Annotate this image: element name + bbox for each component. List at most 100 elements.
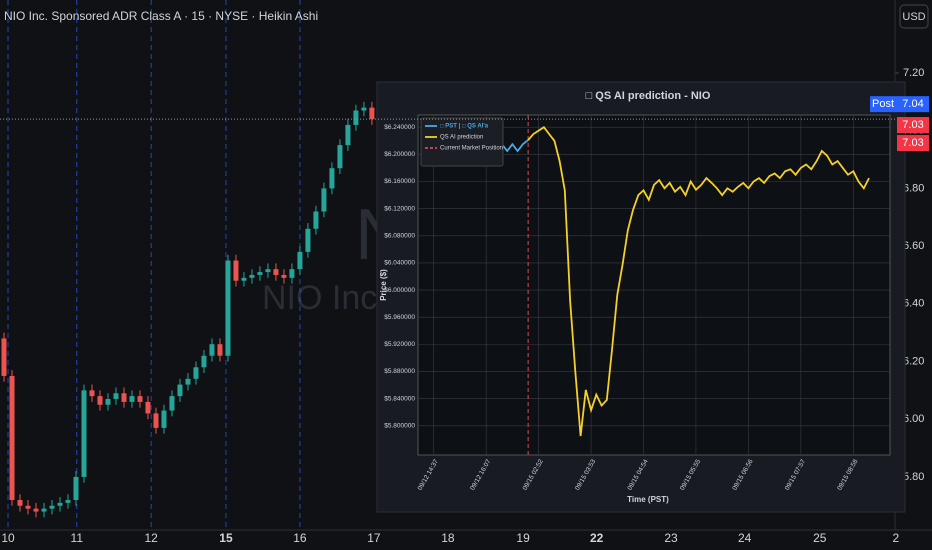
candle-body: [201, 355, 207, 368]
y-tick-label: $6.080000: [384, 233, 415, 240]
y-tick-label: $6.000000: [384, 287, 415, 294]
candle-body: [353, 110, 359, 125]
candle-body: [105, 399, 111, 405]
candle-body: [73, 476, 79, 500]
tag-name: Post: [872, 98, 894, 110]
x-axis-label: Time (PST): [627, 495, 669, 504]
legend-label: □ PST | □ QS AI'a: [440, 124, 489, 130]
candle-body: [161, 410, 167, 428]
candle-body: [121, 393, 127, 402]
x-tick-label: 11: [71, 531, 84, 545]
y-tick-label: 7.20: [903, 67, 924, 79]
candle-body: [233, 260, 239, 281]
y-tick-label: 6.60: [903, 240, 924, 252]
candle-body: [177, 384, 183, 397]
candle-body: [241, 277, 247, 281]
tag-label: 7.04: [902, 98, 923, 110]
candle-body: [81, 390, 87, 477]
y-tick-label: 5.80: [903, 471, 924, 483]
y-tick-label: 6.80: [903, 182, 924, 194]
candle-body: [153, 413, 159, 428]
candle-body: [137, 396, 143, 402]
candle-body: [9, 375, 15, 500]
candle-body: [17, 499, 23, 506]
x-tick-label: 19: [516, 531, 530, 545]
x-tick-label: 23: [664, 531, 678, 545]
inset-title: □ QS AI prediction - NIO: [586, 90, 711, 102]
candle-body: [25, 505, 31, 509]
x-tick-label: 16: [293, 531, 307, 545]
inset-plot: [417, 114, 891, 456]
candle-body: [345, 124, 351, 146]
candle-body: [289, 269, 295, 278]
candle-body: [265, 269, 271, 273]
candle-body: [217, 344, 223, 356]
y-tick-label: $6.040000: [384, 260, 415, 267]
y-tick-label: $5.800000: [384, 423, 415, 430]
series-line: [527, 125, 870, 437]
candle-body: [145, 401, 151, 414]
series-line: [501, 139, 529, 153]
candle-body: [41, 508, 47, 512]
candle-body: [57, 502, 63, 506]
candle-body: [321, 188, 327, 212]
candle-body: [361, 107, 367, 111]
x-tick-label: 24: [738, 531, 752, 545]
currency[interactable]: USD: [902, 11, 925, 23]
candle-body: [65, 499, 71, 503]
legend-label: QS AI prediction: [440, 135, 483, 141]
x-tick-label: 22: [590, 531, 604, 545]
chart-title: NIO Inc. Sponsored ADR Class A · 15 · NY…: [4, 9, 318, 23]
candle-body: [369, 107, 375, 120]
y-tick-label: $5.880000: [384, 368, 415, 375]
candle-body: [1, 338, 7, 376]
y-tick-label: 6.00: [903, 413, 924, 425]
y-tick-label: 6.40: [903, 298, 924, 310]
y-tick-label: 6.20: [903, 355, 924, 367]
candle-body: [97, 396, 103, 405]
candle-body: [273, 269, 279, 275]
x-tick-label: 15: [219, 531, 233, 545]
y-tick-label: $5.920000: [384, 341, 415, 348]
candle-body: [281, 274, 287, 278]
x-tick-label: 18: [441, 531, 455, 545]
tag-name-box: [870, 96, 897, 113]
x-tick-label: 25: [813, 531, 827, 545]
candle-body: [129, 396, 135, 402]
inset-chart: $5.800000 $5.840000 $5.880000 $5.920000 $5.9…: [384, 115, 890, 492]
y-tick-label: $6.160000: [384, 178, 415, 185]
candle-body: [257, 272, 263, 275]
y-tick-label: $6.120000: [384, 205, 415, 212]
currency-button[interactable]: [899, 4, 929, 29]
y-axis-label: Price ($): [379, 269, 388, 301]
candle-body: [249, 274, 255, 278]
legend-box: [420, 117, 504, 167]
candle-body: [337, 145, 343, 169]
tag-box: [897, 117, 929, 134]
y-tick-label: $5.960000: [384, 314, 415, 321]
x-tick-label: 12: [144, 531, 158, 545]
candle-body: [193, 367, 199, 379]
y-tick-label: $5.840000: [384, 395, 415, 402]
tag-box: [897, 96, 929, 113]
candle-body: [209, 344, 215, 356]
candle-body: [329, 168, 335, 189]
price-tags: Post 7.04 7.03 7.03: [0, 96, 929, 152]
tag-label: 7.03: [902, 119, 923, 131]
candle-body: [89, 390, 95, 397]
x-tick-label: 10: [1, 531, 15, 545]
x-tick-label: 2: [892, 531, 899, 545]
candle-body: [169, 396, 175, 411]
candle-body: [113, 393, 119, 400]
tag-box: [897, 135, 929, 152]
x-tick-label: 17: [367, 531, 381, 545]
candle-body: [297, 251, 303, 270]
candle-body: [225, 260, 231, 356]
candle-body: [49, 505, 55, 509]
candle-body: [313, 211, 319, 229]
candle-body: [305, 228, 311, 252]
candle-body: [185, 378, 191, 385]
